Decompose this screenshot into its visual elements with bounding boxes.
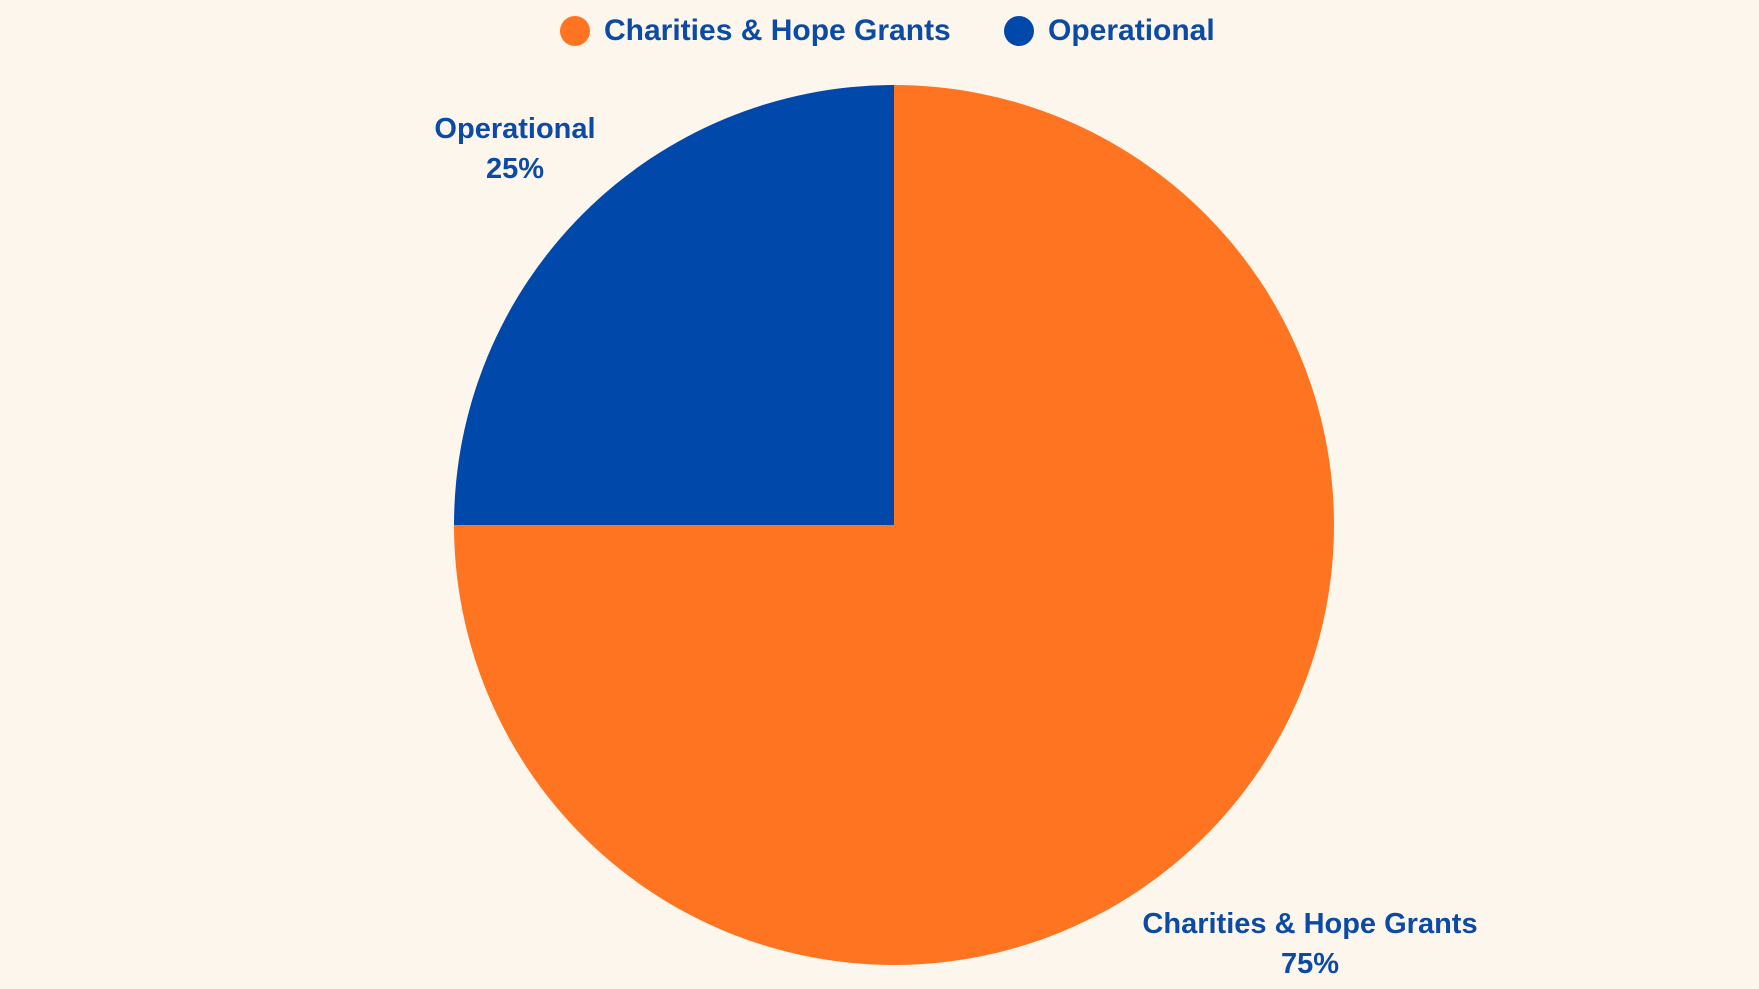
slice-label-value: 25% (486, 153, 544, 185)
legend-swatch-charities (560, 16, 590, 46)
slice-labels: Charities & Hope Grants 75% Operational 25% (434, 113, 1477, 980)
slice-label-value: 75% (1281, 948, 1339, 980)
pie-slice-operational (454, 85, 894, 525)
slice-label-name: Operational (434, 113, 595, 145)
legend-label-operational: Operational (1048, 14, 1215, 47)
legend: Charities & Hope Grants Operational (560, 14, 1215, 47)
slice-label-name: Charities & Hope Grants (1142, 908, 1477, 940)
legend-label-charities: Charities & Hope Grants (604, 14, 951, 47)
legend-swatch-operational (1004, 16, 1034, 46)
pie-slices (454, 85, 1334, 965)
